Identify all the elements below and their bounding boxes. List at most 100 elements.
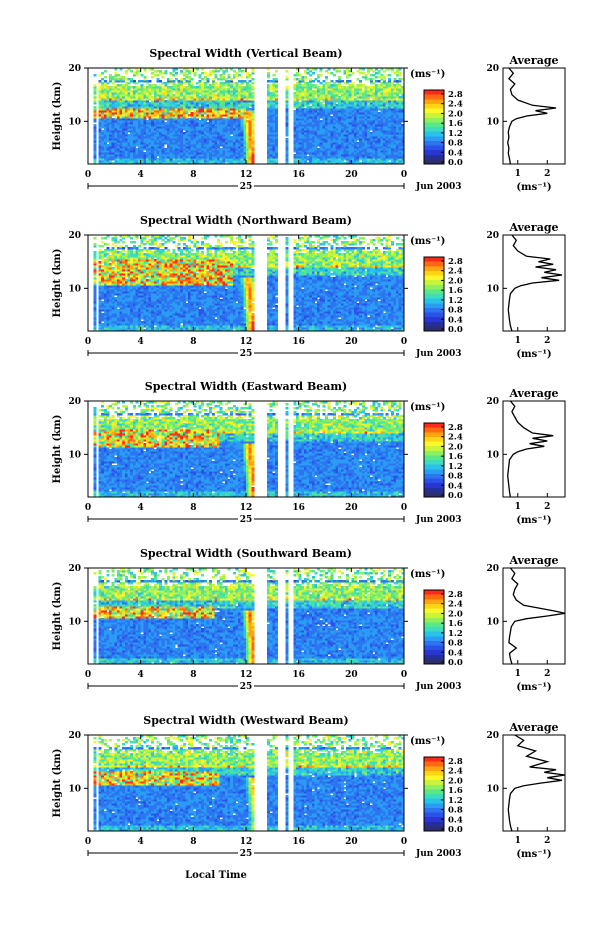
heatmap-cell <box>99 74 102 76</box>
heatmap-cell <box>301 76 304 78</box>
heatmap-cell <box>164 82 167 84</box>
heatmap-cell <box>106 243 109 245</box>
heatmap-cell <box>104 259 107 261</box>
average-x-tick-label: 2 <box>544 169 550 179</box>
heatmap-cell <box>375 80 378 82</box>
heatmap-cell <box>128 86 131 88</box>
heatmap-cell <box>325 70 328 72</box>
heatmap-cell <box>309 106 312 108</box>
heatmap-cell <box>362 76 365 78</box>
heatmap-cell <box>188 76 191 78</box>
panel-2: Spectral Width (Northward Beam)0 4 8 12 16 20… <box>52 214 565 360</box>
heatmap-cell <box>214 82 217 84</box>
heatmap-cell <box>214 86 217 88</box>
heatmap-cell <box>370 78 373 80</box>
heatmap-cell <box>343 70 346 72</box>
heatmap-cell <box>315 98 318 100</box>
heatmap-cell <box>201 72 204 74</box>
heatmap-cell <box>317 148 320 150</box>
heatmap-cell <box>207 122 210 124</box>
heatmap-cell <box>130 70 133 72</box>
y-tick-label: 10 <box>68 117 81 127</box>
heatmap-cell <box>183 72 186 74</box>
heatmap-cell <box>207 74 210 76</box>
heatmap-cell <box>341 80 344 82</box>
heatmap-cell <box>106 86 109 88</box>
heatmap-cell <box>201 78 204 80</box>
heatmap-cell <box>201 82 204 84</box>
heatmap-cell <box>157 158 160 160</box>
heatmap-cell <box>336 80 339 82</box>
heatmap-cell <box>191 78 194 80</box>
heatmap-cell <box>101 130 104 132</box>
heatmap-cell <box>93 251 96 253</box>
heatmap-cell <box>109 74 112 76</box>
heatmap-cell <box>99 86 102 88</box>
heatmap-cell <box>162 72 165 74</box>
heatmap-cell <box>191 112 194 114</box>
heatmap-cell <box>154 74 157 76</box>
heatmap-cell <box>143 152 146 154</box>
heatmap-cell <box>230 78 233 80</box>
heatmap-cell <box>317 74 320 76</box>
heatmap-cell <box>167 78 170 80</box>
x-tick-label: 8 <box>190 170 196 180</box>
heatmap-cell <box>378 84 381 86</box>
heatmap-cell <box>315 78 318 80</box>
heatmap-cell <box>104 243 107 245</box>
heatmap-cell <box>130 78 133 80</box>
colorbar-swatch <box>424 95 444 100</box>
heatmap-cell <box>175 84 178 86</box>
date-label: 25 <box>240 182 253 192</box>
heatmap-cell <box>146 120 149 122</box>
heatmap-cell <box>185 86 188 88</box>
panel-1: Spectral Width (Vertical Beam)0 4 8 12 16 20 0… <box>52 47 565 193</box>
heatmap-cell <box>236 82 239 84</box>
heatmap-cell <box>251 82 254 84</box>
heatmap-cell <box>396 80 399 82</box>
heatmap-cell <box>217 70 220 72</box>
heatmap-cell <box>157 78 160 80</box>
heatmap-cell <box>164 148 167 150</box>
heatmap-cell <box>372 82 375 84</box>
heatmap-cell <box>193 86 196 88</box>
heatmap-cell <box>367 86 370 88</box>
heatmap-cell <box>117 78 120 80</box>
heatmap-cell <box>164 70 167 72</box>
heatmap-cell <box>293 110 296 112</box>
heatmap-cell <box>93 74 96 76</box>
heatmap-cell <box>249 84 252 86</box>
heatmap-cell <box>333 82 336 84</box>
heatmap-cell <box>109 86 112 88</box>
heatmap-cell <box>112 243 115 245</box>
heatmap-cell <box>138 86 141 88</box>
heatmap-cell <box>365 74 368 76</box>
heatmap-cell <box>357 84 360 86</box>
average-profile-line <box>508 68 556 164</box>
heatmap-cell <box>101 82 104 84</box>
heatmap-cell <box>128 82 131 84</box>
heatmap-cell <box>106 253 109 255</box>
heatmap-cell <box>312 90 315 92</box>
heatmap-cell <box>217 78 220 80</box>
heatmap-cell <box>133 80 136 82</box>
heatmap-cell <box>251 78 254 80</box>
heatmap-cell <box>307 156 310 158</box>
heatmap-cell <box>346 80 349 82</box>
heatmap-cell <box>388 74 391 76</box>
heatmap-cell <box>217 84 220 86</box>
heatmap-cell <box>101 265 104 267</box>
heatmap-cell <box>325 76 328 78</box>
heatmap-cell <box>199 120 202 122</box>
heatmap-cell <box>328 82 331 84</box>
heatmap-cell <box>304 76 307 78</box>
heatmap-cell <box>204 72 207 74</box>
heatmap-cell <box>130 90 133 92</box>
heatmap-cell <box>372 74 375 76</box>
colorbar-swatch <box>424 104 444 109</box>
heatmap-cell <box>233 74 236 76</box>
heatmap-cell <box>207 86 210 88</box>
x-tick-label: 16 <box>292 170 305 180</box>
heatmap-cell <box>193 110 196 112</box>
heatmap-cell <box>325 82 328 84</box>
